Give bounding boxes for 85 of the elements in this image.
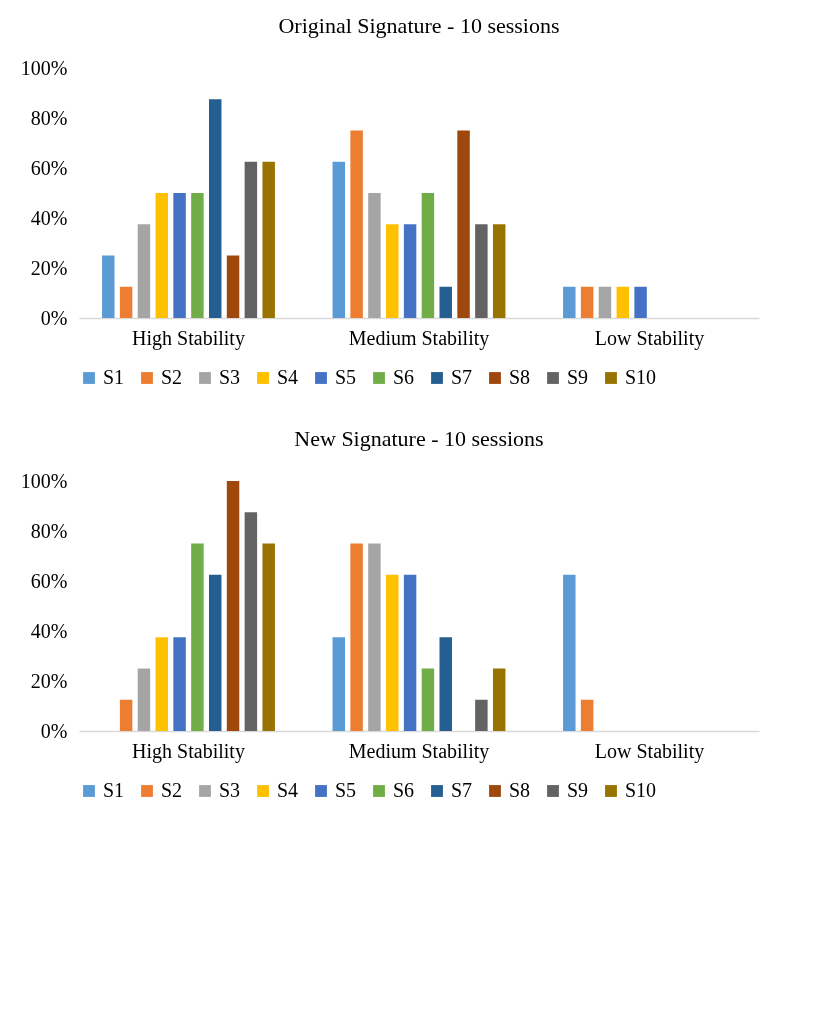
x-tick-label: Low Stability — [594, 739, 705, 763]
legend-label: S1 — [103, 366, 125, 388]
legend-label: S7 — [451, 366, 473, 388]
legend-label: S7 — [451, 779, 473, 801]
bar — [332, 161, 346, 318]
legend-label: S9 — [567, 366, 589, 388]
legend-label: S4 — [277, 779, 299, 801]
bar — [155, 193, 168, 318]
y-tick-label: 40% — [30, 206, 68, 229]
bar — [208, 574, 222, 731]
x-tick-label: Medium Stability — [348, 326, 490, 350]
bar — [244, 512, 258, 731]
legend-label: S4 — [277, 366, 299, 388]
legend-label: S2 — [161, 779, 183, 801]
bar — [262, 161, 275, 318]
legend-label: S8 — [509, 779, 531, 801]
bar — [262, 543, 275, 731]
y-tick-label: 100% — [20, 56, 68, 79]
y-tick-label: 20% — [30, 256, 68, 279]
bar — [580, 286, 594, 318]
bar — [563, 286, 576, 318]
bar — [350, 130, 363, 318]
bar — [457, 130, 470, 318]
bar — [226, 481, 240, 731]
y-tick-label: 80% — [30, 519, 68, 542]
legend-label: S8 — [509, 366, 531, 388]
legend-label: S9 — [567, 779, 589, 801]
legend-label: S1 — [103, 779, 125, 801]
y-tick-label: 0% — [40, 719, 68, 742]
bar — [155, 637, 168, 731]
bar — [137, 668, 151, 731]
x-tick-label: Medium Stability — [348, 739, 490, 763]
bar — [191, 193, 204, 318]
y-tick-label: 0% — [40, 306, 68, 329]
bar — [439, 286, 452, 318]
bar — [191, 543, 204, 731]
bar — [173, 637, 186, 731]
bar — [386, 224, 399, 318]
legend-label: S6 — [393, 366, 415, 388]
bar — [368, 543, 381, 731]
bar — [403, 574, 417, 731]
bar — [208, 99, 222, 318]
legend-label: S6 — [393, 779, 415, 801]
bar — [226, 255, 240, 318]
bar — [475, 699, 488, 731]
bar — [421, 193, 435, 318]
legend-label: S2 — [161, 366, 183, 388]
bar — [350, 543, 363, 731]
bar — [439, 637, 452, 731]
legend-label: S10 — [625, 779, 657, 801]
bar — [386, 574, 399, 731]
bar — [492, 668, 506, 731]
bar — [119, 699, 133, 731]
bar — [580, 699, 594, 731]
x-tick-label: High Stability — [132, 326, 245, 350]
bar — [403, 224, 417, 318]
bar — [475, 224, 488, 318]
bar — [492, 224, 506, 318]
bar — [137, 224, 151, 318]
bar — [173, 193, 186, 318]
x-tick-label: Low Stability — [594, 326, 705, 350]
bar — [634, 286, 647, 318]
legend-label: S3 — [219, 779, 241, 801]
chart-title: Original Signature - 10 sessions — [278, 13, 560, 38]
bar — [244, 161, 258, 318]
legend-label: S5 — [335, 366, 357, 388]
legend-label: S10 — [625, 366, 657, 388]
legend-label: S5 — [335, 779, 357, 801]
y-tick-label: 60% — [30, 156, 68, 179]
y-tick-label: 60% — [30, 569, 68, 592]
bar — [102, 255, 115, 318]
y-tick-label: 20% — [30, 669, 68, 692]
bar — [119, 286, 133, 318]
bar — [332, 637, 346, 731]
y-tick-label: 80% — [30, 106, 68, 129]
bar — [598, 286, 612, 318]
x-tick-label: High Stability — [132, 739, 245, 763]
bar — [616, 286, 630, 318]
bar — [368, 193, 381, 318]
y-tick-label: 40% — [30, 619, 68, 642]
y-tick-label: 100% — [20, 469, 68, 492]
bar — [421, 668, 435, 731]
legend-label: S3 — [219, 366, 241, 388]
chart-title: New Signature - 10 sessions — [294, 426, 544, 451]
bar — [563, 574, 576, 731]
